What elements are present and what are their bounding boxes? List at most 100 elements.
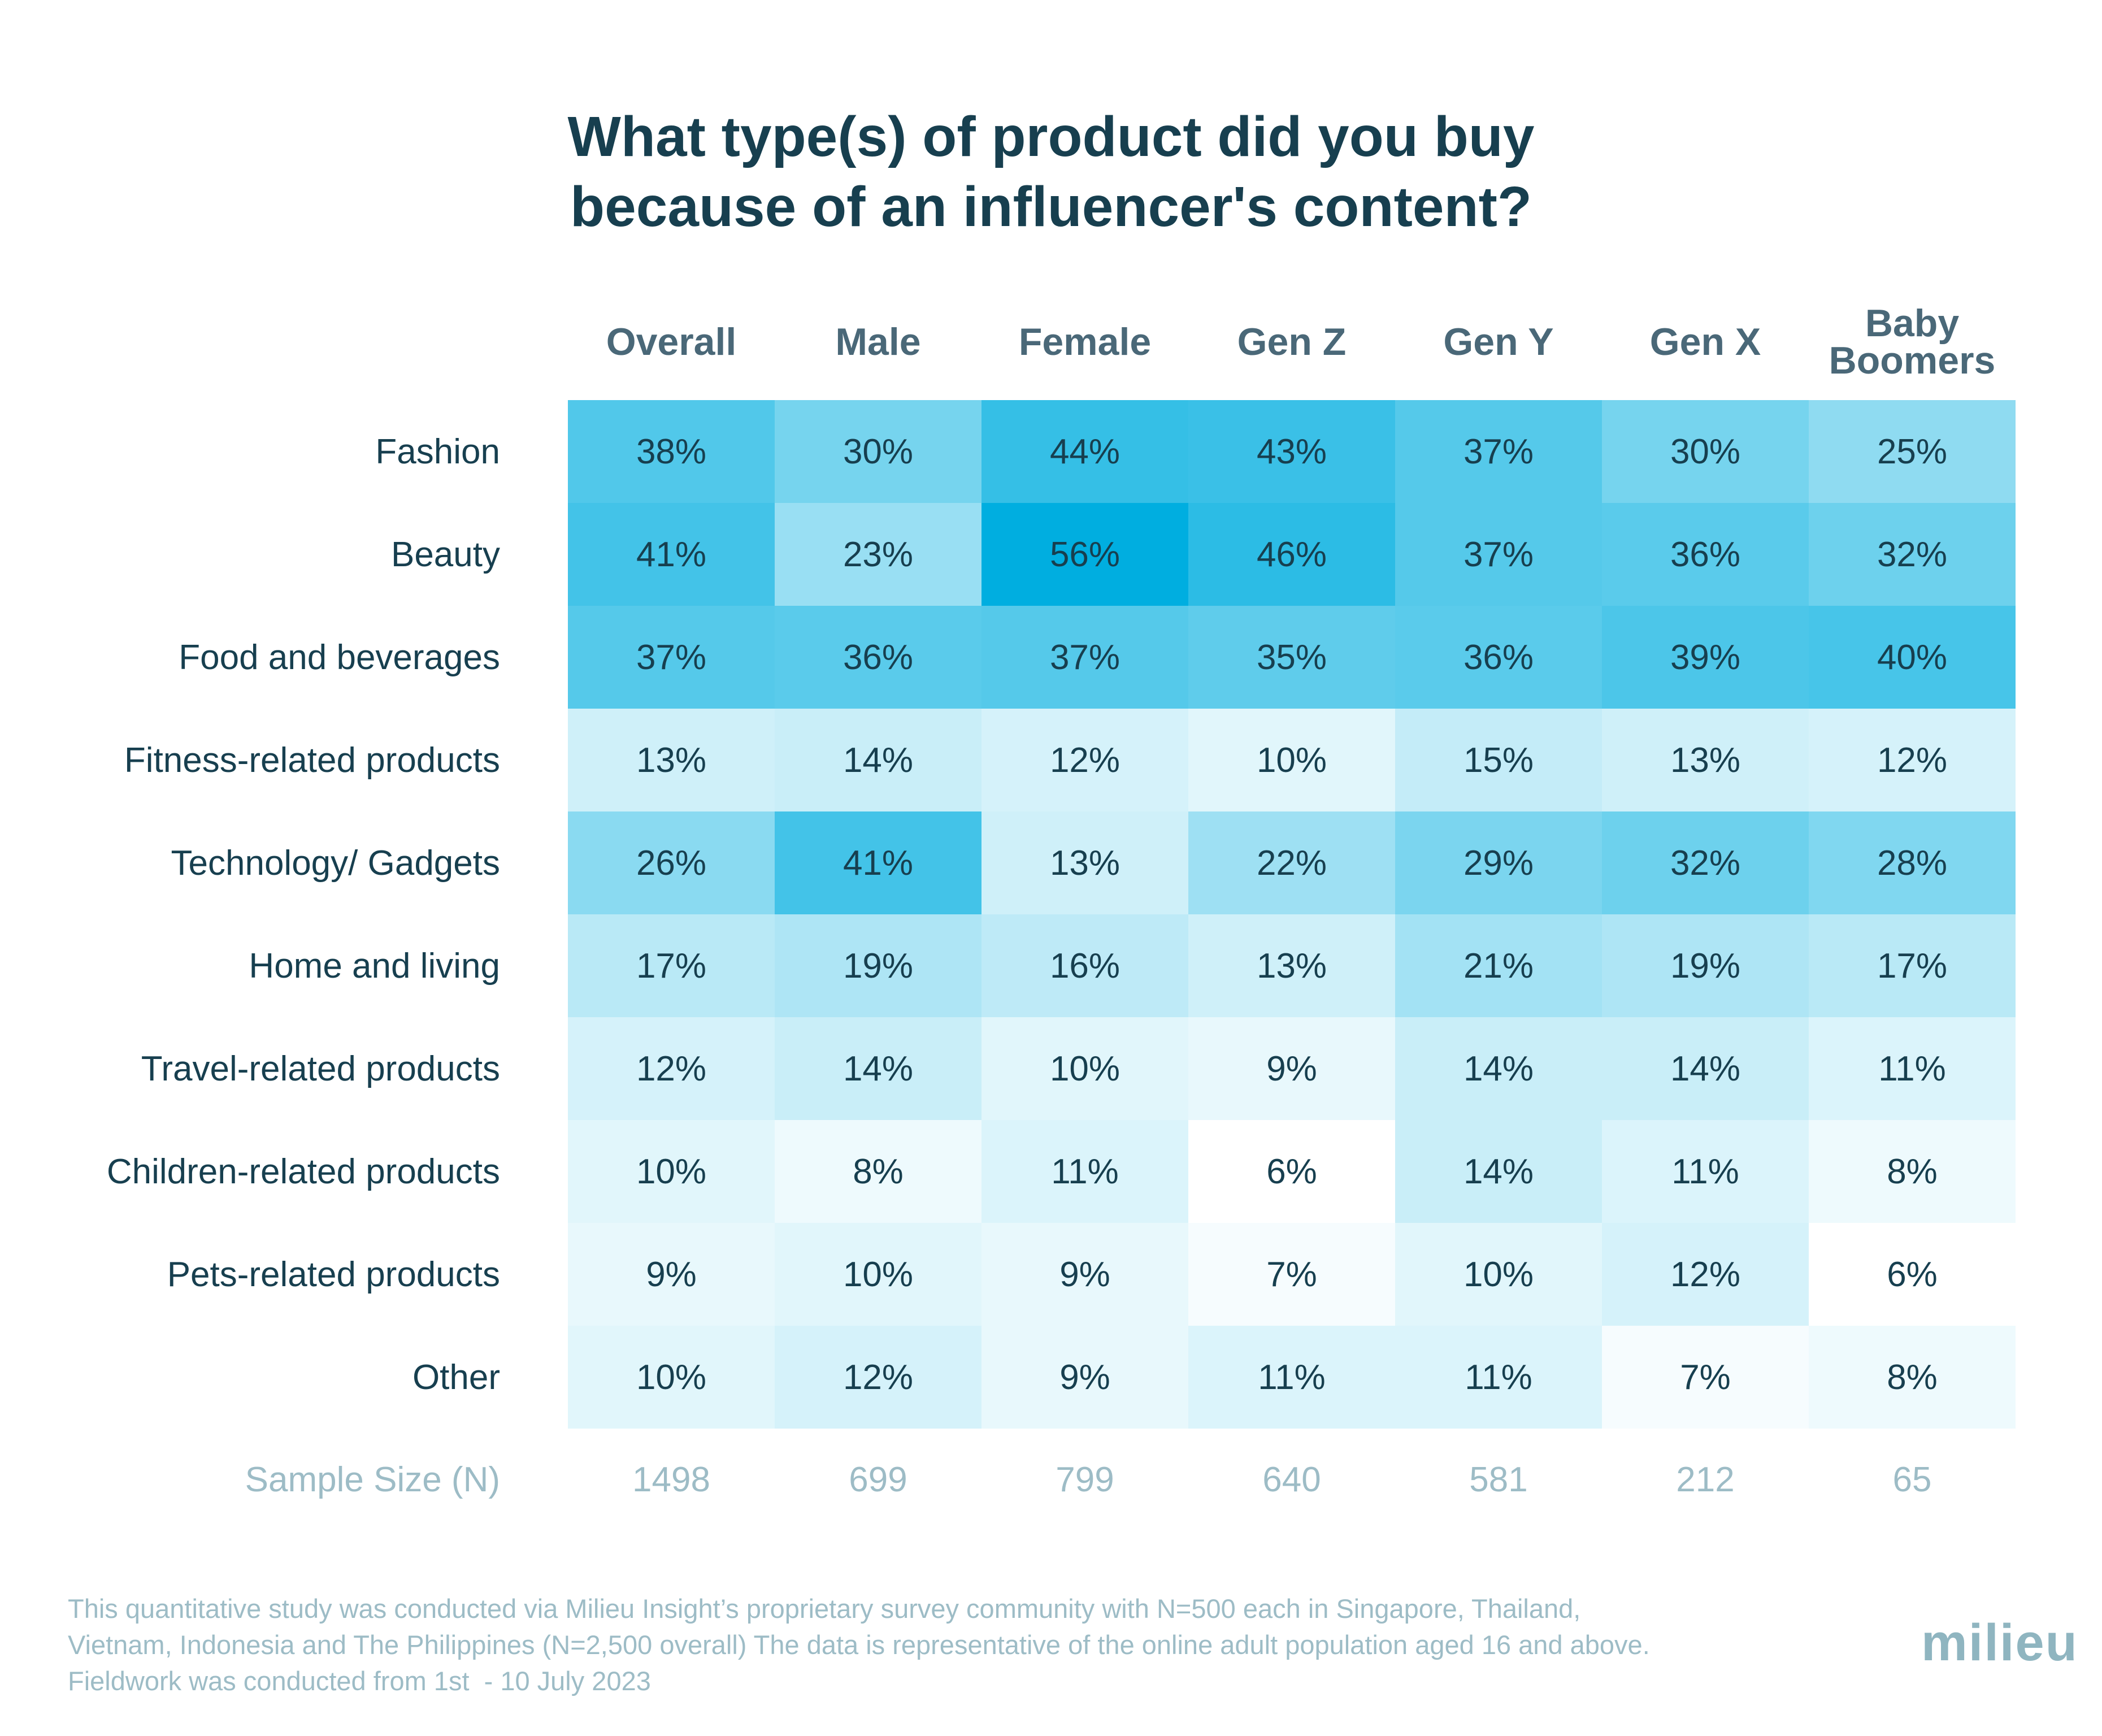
heatmap-cell-pets-related-products-baby-boomers: 6% bbox=[1809, 1223, 2016, 1326]
heatmap-cell-fashion-gen-z: 43% bbox=[1188, 400, 1395, 503]
sample-size-overall: 1498 bbox=[632, 1460, 710, 1499]
column-header-overall: Overall bbox=[606, 320, 737, 363]
row-label-travel-related-products: Travel-related products bbox=[141, 1049, 500, 1088]
heatmap-cell-travel-related-products-baby-boomers: 11% bbox=[1809, 1017, 2016, 1120]
heatmap-cell-fitness-related-products-overall: 13% bbox=[568, 709, 775, 811]
heatmap-cell-children-related-products-gen-z: 6% bbox=[1188, 1120, 1395, 1223]
heatmap-cell-pets-related-products-gen-x: 12% bbox=[1602, 1223, 1809, 1326]
heatmap-cell-other-overall: 10% bbox=[568, 1326, 775, 1429]
heatmap-cell-beauty-gen-x: 36% bbox=[1602, 503, 1809, 606]
row-label-fitness-related-products: Fitness-related products bbox=[124, 740, 500, 780]
heatmap-cell-children-related-products-female: 11% bbox=[981, 1120, 1188, 1223]
heatmap-cell-fitness-related-products-female: 12% bbox=[981, 709, 1188, 811]
methodology-line-3: Fieldwork was conducted from 1st - 10 Ju… bbox=[68, 1666, 651, 1696]
heatmap-cell-fashion-gen-y: 37% bbox=[1395, 400, 1602, 503]
heatmap-cell-pets-related-products-overall: 9% bbox=[568, 1223, 775, 1326]
heatmap-cell-beauty-female: 56% bbox=[981, 503, 1188, 606]
column-header-gen-x: Gen X bbox=[1649, 320, 1761, 363]
heatmap-cell-beauty-gen-y: 37% bbox=[1395, 503, 1602, 606]
column-header-male: Male bbox=[835, 320, 921, 363]
row-label-home-and-living: Home and living bbox=[249, 946, 500, 986]
heatmap-cell-fitness-related-products-gen-x: 13% bbox=[1602, 709, 1809, 811]
heatmap-cell-other-baby-boomers: 8% bbox=[1809, 1326, 2016, 1429]
row-label-beauty: Beauty bbox=[390, 535, 500, 574]
column-header-female: Female bbox=[1018, 320, 1152, 363]
chart-title: What type(s) of product did you buy beca… bbox=[0, 102, 2102, 242]
methodology-note: This quantitative study was conducted vi… bbox=[68, 1591, 1650, 1699]
heatmap-cell-home-and-living-female: 16% bbox=[981, 914, 1188, 1017]
heatmap-cell-pets-related-products-male: 10% bbox=[775, 1223, 981, 1326]
heatmap-cell-home-and-living-overall: 17% bbox=[568, 914, 775, 1017]
sample-size-female: 799 bbox=[1056, 1460, 1114, 1499]
heatmap-cell-fitness-related-products-gen-y: 15% bbox=[1395, 709, 1602, 811]
row-label-other: Other bbox=[412, 1357, 500, 1397]
heatmap-cell-home-and-living-baby-boomers: 17% bbox=[1809, 914, 2016, 1017]
heatmap-cell-home-and-living-gen-z: 13% bbox=[1188, 914, 1395, 1017]
sample-size-baby-boomers: 65 bbox=[1892, 1460, 1932, 1499]
heatmap-cell-home-and-living-gen-x: 19% bbox=[1602, 914, 1809, 1017]
heatmap-cell-food-and-beverages-overall: 37% bbox=[568, 606, 775, 709]
heatmap-cell-fashion-gen-x: 30% bbox=[1602, 400, 1809, 503]
heatmap-cell-technology-gadgets-male: 41% bbox=[775, 811, 981, 914]
heatmap-cell-travel-related-products-overall: 12% bbox=[568, 1017, 775, 1120]
heatmap-cell-fashion-baby-boomers: 25% bbox=[1809, 400, 2016, 503]
heatmap-cell-other-gen-x: 7% bbox=[1602, 1326, 1809, 1429]
heatmap-cell-travel-related-products-gen-z: 9% bbox=[1188, 1017, 1395, 1120]
methodology-line-2: Vietnam, Indonesia and The Philippines (… bbox=[68, 1630, 1650, 1660]
heatmap-cell-children-related-products-gen-y: 14% bbox=[1395, 1120, 1602, 1223]
heatmap-cell-beauty-male: 23% bbox=[775, 503, 981, 606]
sample-size-gen-y: 581 bbox=[1469, 1460, 1528, 1499]
heatmap-cell-fashion-female: 44% bbox=[981, 400, 1188, 503]
chart-title-line-2: because of an influencer's content? bbox=[570, 175, 1532, 238]
heatmap-cell-pets-related-products-gen-z: 7% bbox=[1188, 1223, 1395, 1326]
heatmap-cell-other-gen-y: 11% bbox=[1395, 1326, 1602, 1429]
heatmap-cell-pets-related-products-gen-y: 10% bbox=[1395, 1223, 1602, 1326]
column-header-baby-boomers: Baby Boomers bbox=[1829, 302, 1996, 382]
sample-size-label: Sample Size (N) bbox=[245, 1460, 500, 1499]
heatmap-cell-fashion-overall: 38% bbox=[568, 400, 775, 503]
heatmap-cell-fitness-related-products-baby-boomers: 12% bbox=[1809, 709, 2016, 811]
column-header-gen-y: Gen Y bbox=[1443, 320, 1554, 363]
heatmap-cell-home-and-living-male: 19% bbox=[775, 914, 981, 1017]
heatmap-cell-children-related-products-gen-x: 11% bbox=[1602, 1120, 1809, 1223]
heatmap-cell-fashion-male: 30% bbox=[775, 400, 981, 503]
heatmap-cell-technology-gadgets-gen-x: 32% bbox=[1602, 811, 1809, 914]
sample-size-gen-z: 640 bbox=[1262, 1460, 1321, 1499]
heatmap-cell-other-female: 9% bbox=[981, 1326, 1188, 1429]
sample-size-gen-x: 212 bbox=[1676, 1460, 1735, 1499]
column-header-gen-z: Gen Z bbox=[1237, 320, 1347, 363]
heatmap-cell-other-male: 12% bbox=[775, 1326, 981, 1429]
heatmap-cell-food-and-beverages-female: 37% bbox=[981, 606, 1188, 709]
heatmap-cell-food-and-beverages-gen-z: 35% bbox=[1188, 606, 1395, 709]
heatmap-cell-travel-related-products-male: 14% bbox=[775, 1017, 981, 1120]
heatmap-cell-fitness-related-products-male: 14% bbox=[775, 709, 981, 811]
heatmap-cell-children-related-products-male: 8% bbox=[775, 1120, 981, 1223]
heatmap-cell-beauty-baby-boomers: 32% bbox=[1809, 503, 2016, 606]
heatmap-cell-home-and-living-gen-y: 21% bbox=[1395, 914, 1602, 1017]
heatmap-cell-technology-gadgets-baby-boomers: 28% bbox=[1809, 811, 2016, 914]
heatmap-cell-food-and-beverages-male: 36% bbox=[775, 606, 981, 709]
row-label-technology-gadgets: Technology/ Gadgets bbox=[171, 843, 501, 883]
heatmap-cell-technology-gadgets-gen-y: 29% bbox=[1395, 811, 1602, 914]
heatmap-cell-technology-gadgets-gen-z: 22% bbox=[1188, 811, 1395, 914]
heatmap-cell-travel-related-products-gen-y: 14% bbox=[1395, 1017, 1602, 1120]
chart-title-line-1: What type(s) of product did you buy bbox=[567, 105, 1535, 168]
methodology-line-1: This quantitative study was conducted vi… bbox=[68, 1594, 1581, 1624]
row-label-food-and-beverages: Food and beverages bbox=[179, 637, 500, 677]
heatmap-cell-children-related-products-baby-boomers: 8% bbox=[1809, 1120, 2016, 1223]
row-label-pets-related-products: Pets-related products bbox=[167, 1255, 500, 1294]
heatmap-cell-food-and-beverages-gen-y: 36% bbox=[1395, 606, 1602, 709]
sample-size-male: 699 bbox=[849, 1460, 907, 1499]
heatmap-cell-technology-gadgets-overall: 26% bbox=[568, 811, 775, 914]
heatmap-cell-travel-related-products-gen-x: 14% bbox=[1602, 1017, 1809, 1120]
heatmap-cell-travel-related-products-female: 10% bbox=[981, 1017, 1188, 1120]
heatmap-cell-food-and-beverages-baby-boomers: 40% bbox=[1809, 606, 2016, 709]
row-label-fashion: Fashion bbox=[375, 432, 500, 471]
heatmap-cell-other-gen-z: 11% bbox=[1188, 1326, 1395, 1429]
heatmap-cell-children-related-products-overall: 10% bbox=[568, 1120, 775, 1223]
heatmap-cell-fitness-related-products-gen-z: 10% bbox=[1188, 709, 1395, 811]
milieu-logo: milieu bbox=[1921, 1614, 2078, 1672]
heatmap-cell-beauty-gen-z: 46% bbox=[1188, 503, 1395, 606]
heatmap-cell-beauty-overall: 41% bbox=[568, 503, 775, 606]
heatmap-cell-pets-related-products-female: 9% bbox=[981, 1223, 1188, 1326]
